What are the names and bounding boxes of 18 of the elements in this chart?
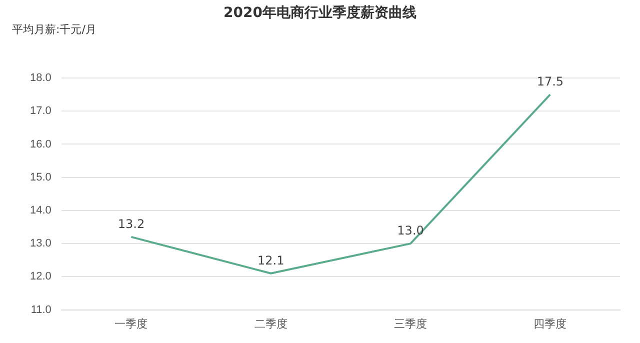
chart-title: 2020年电商行业季度薪资曲线	[222, 4, 418, 22]
y-tick-label: 16.0	[30, 138, 52, 150]
y-tick-label: 12.0	[30, 270, 52, 283]
y-tick-label: 14.0	[30, 204, 52, 216]
x-tick-label: 二季度	[254, 317, 288, 330]
y-tick-label: 17.0	[30, 105, 52, 118]
y-tick-label: 15.0	[30, 171, 52, 184]
y-tick-label: 18.0	[30, 72, 52, 84]
x-tick-label: 四季度	[534, 317, 567, 330]
y-tick-label: 11.0	[30, 304, 52, 316]
x-tick-label: 一季度	[114, 317, 148, 330]
x-tick-label: 三季度	[394, 317, 428, 330]
data-label: 12.1	[258, 254, 284, 268]
data-label: 13.2	[118, 217, 145, 232]
data-label: 13.0	[397, 224, 424, 238]
data-label: 17.5	[536, 74, 564, 89]
y-axis-title: 平均月薪:千元/月	[12, 22, 96, 37]
y-tick-label: 13.0	[30, 238, 52, 250]
